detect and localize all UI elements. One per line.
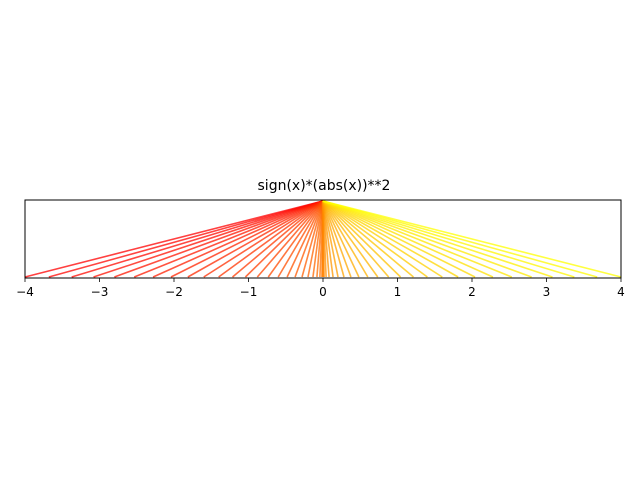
fan-line — [322, 200, 532, 278]
fan-line — [322, 200, 494, 278]
fan-line — [187, 200, 324, 278]
fan-line — [277, 200, 324, 278]
fan-line — [286, 200, 324, 278]
x-tick-label: −3 — [91, 285, 109, 299]
x-tick-label: 1 — [394, 285, 402, 299]
fan-line — [322, 200, 379, 278]
fan-line — [322, 200, 369, 278]
fan-line — [244, 200, 324, 278]
chart-title: sign(x)*(abs(x))**2 — [258, 178, 391, 194]
fan-line — [322, 200, 414, 278]
fan-line — [322, 200, 402, 278]
x-tick-label: −4 — [16, 285, 34, 299]
fan-line — [256, 200, 324, 278]
x-tick-label: −1 — [240, 285, 258, 299]
fan-line — [307, 200, 324, 278]
fan-line — [322, 200, 575, 278]
fan-line — [322, 200, 553, 278]
fan-line — [93, 200, 324, 278]
fan-line — [232, 200, 324, 278]
fan-line — [170, 200, 324, 278]
fan-line — [322, 200, 459, 278]
fan-line — [322, 200, 428, 278]
fan-line — [322, 200, 476, 278]
fan-line — [322, 200, 339, 278]
fan-line — [24, 200, 324, 278]
fan-line — [152, 200, 324, 278]
x-tick-label: −2 — [165, 285, 183, 299]
fan-line — [218, 200, 324, 278]
x-tick-label: 3 — [543, 285, 551, 299]
fan-line — [322, 200, 513, 278]
x-tick-label: 0 — [319, 285, 327, 299]
fan-line — [71, 200, 324, 278]
fan-line — [133, 200, 324, 278]
fan-line — [322, 200, 622, 278]
x-tick-label: 2 — [468, 285, 476, 299]
fan-line — [322, 200, 360, 278]
x-axis-ticks: −4 −3 −2 −1 0 1 2 3 4 — [16, 278, 625, 299]
x-tick-label: 4 — [617, 285, 625, 299]
fan-line — [114, 200, 324, 278]
fan-line — [322, 200, 334, 278]
fan-line — [322, 200, 345, 278]
fan-line — [301, 200, 324, 278]
fan-line — [322, 200, 352, 278]
fan-line — [48, 200, 324, 278]
fan-line — [322, 200, 598, 278]
fan-line — [203, 200, 324, 278]
fan-lines — [24, 200, 622, 278]
fan-line — [322, 200, 390, 278]
fan-line — [294, 200, 324, 278]
fan-line — [267, 200, 324, 278]
fan-line — [322, 200, 443, 278]
